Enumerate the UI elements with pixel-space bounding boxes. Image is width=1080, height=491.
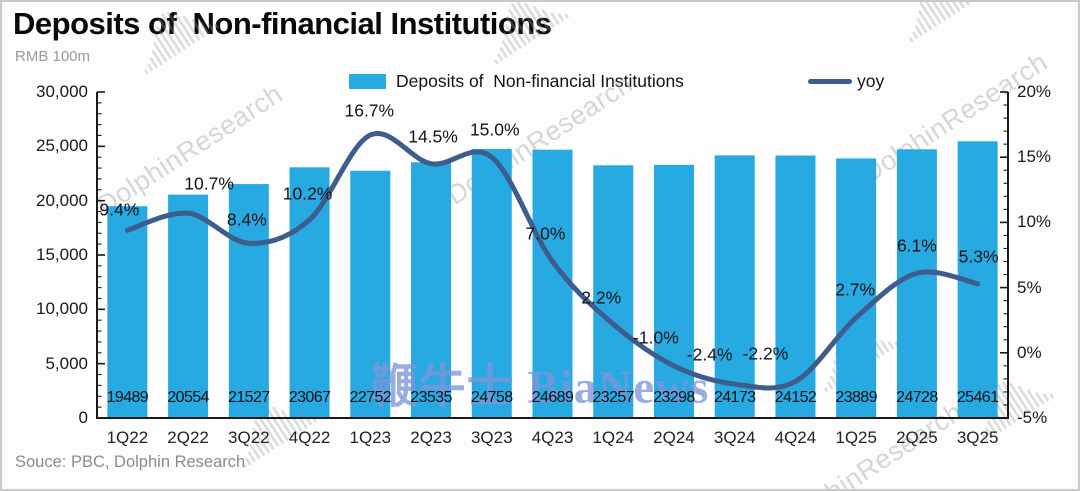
bar	[653, 164, 694, 418]
yoy-point-label: 2.2%	[581, 287, 622, 308]
x-tick-label: 1Q22	[106, 428, 149, 447]
yoy-point-label: -2.2%	[742, 343, 789, 364]
bar-value-label: 24173	[713, 389, 756, 406]
bar	[532, 149, 573, 418]
left-tick-label: 10,000	[36, 299, 88, 319]
yoy-point-label: 14.5%	[408, 126, 458, 147]
bar	[228, 184, 269, 418]
right-tick-label: 5%	[1017, 277, 1042, 297]
yoy-point-label: 16.7%	[344, 100, 395, 121]
x-tick-label: 1Q25	[835, 428, 877, 447]
x-tick-label: 4Q24	[774, 428, 817, 447]
yoy-point-label: 7.0%	[525, 223, 566, 244]
x-tick-label: 1Q23	[349, 428, 392, 447]
left-tick-label: 30,000	[36, 82, 88, 101]
bar-value-label: 23535	[410, 389, 452, 406]
bar-value-label: 21527	[228, 389, 270, 406]
bar-value-label: 24758	[471, 389, 513, 406]
right-tick-label: 20%	[1017, 82, 1052, 101]
right-tick-label: -5%	[1017, 408, 1048, 427]
bar-value-label: 23889	[835, 389, 877, 406]
bar-value-label: 22752	[349, 389, 392, 406]
bar-value-label: 24152	[774, 389, 817, 406]
bar-value-label: 25461	[956, 389, 999, 406]
bar	[471, 148, 512, 418]
bar	[836, 158, 877, 419]
left-tick-label: 15,000	[36, 245, 88, 264]
bar-value-label: 24689	[531, 389, 574, 406]
bar	[593, 165, 634, 418]
bar-value-label: 19489	[106, 389, 149, 406]
x-tick-label: 2Q22	[167, 428, 209, 447]
watermark-wave-icon	[242, 405, 317, 469]
left-tick-label: 0	[78, 408, 88, 427]
bar-value-label: 20554	[167, 389, 209, 406]
yoy-point-label: 15.0%	[469, 119, 520, 140]
x-tick-label: 4Q22	[288, 428, 331, 447]
bar-value-label: 23257	[592, 389, 634, 406]
yoy-line	[124, 130, 981, 391]
x-tick-label: 1Q24	[592, 428, 635, 447]
right-tick-label: 10%	[1017, 212, 1052, 232]
x-tick-label: 3Q23	[470, 428, 513, 447]
bar	[289, 167, 330, 418]
legend-bar-label: Deposits of Non-financial Institutions	[396, 71, 684, 91]
yoy-point-label: 6.1%	[896, 235, 937, 256]
yoy-point-label: 10.2%	[282, 183, 333, 204]
legend-line-swatch	[808, 79, 852, 84]
watermark-wave-icon	[144, 11, 219, 75]
bar-value-label: 23067	[288, 389, 331, 406]
yoy-point-label: -1.0%	[633, 327, 679, 348]
bar	[714, 155, 755, 418]
left-tick-label: 20,000	[36, 190, 88, 210]
bar	[350, 170, 391, 418]
watermark-wave-icon	[494, 1, 569, 65]
left-tick-label: 25,000	[36, 136, 88, 156]
x-tick-label: 2Q24	[653, 428, 695, 447]
legend-bar-swatch	[349, 74, 386, 89]
yoy-point-label: 10.7%	[184, 173, 234, 194]
left-axis-unit-label: RMB 100m	[15, 48, 91, 65]
bar-value-label: 23298	[653, 389, 695, 406]
watermark-bianews: 鞭牛士 BiaNews	[370, 361, 710, 414]
bar	[168, 194, 209, 418]
right-tick-label: 15%	[1017, 147, 1052, 167]
watermark-wave-icon	[909, 0, 975, 43]
source-note: Souce: PBC, Dolphin Research	[15, 453, 246, 471]
x-tick-label: 3Q24	[713, 428, 756, 447]
bar-value-label: 24728	[896, 389, 938, 406]
bar	[107, 206, 148, 418]
yoy-point-label: 2.7%	[835, 279, 876, 300]
bar	[896, 149, 937, 418]
x-tick-label: 4Q23	[531, 428, 574, 447]
x-tick-label: 2Q25	[896, 428, 938, 447]
left-tick-label: 5,000	[45, 353, 88, 373]
yoy-point-label: -2.4%	[686, 344, 733, 365]
yoy-point-label: 9.4%	[99, 199, 140, 220]
legend-line-label: yoy	[857, 71, 885, 91]
yoy-point-label: 8.4%	[226, 209, 267, 230]
bar	[411, 162, 452, 418]
x-tick-label: 3Q22	[228, 428, 270, 447]
yoy-point-label: 5.3%	[958, 246, 999, 267]
x-tick-label: 2Q23	[410, 428, 452, 447]
right-tick-label: 0%	[1017, 342, 1042, 362]
chart-title: Deposits of Non-financial Institutions	[13, 6, 552, 41]
x-tick-label: 3Q25	[956, 428, 999, 447]
